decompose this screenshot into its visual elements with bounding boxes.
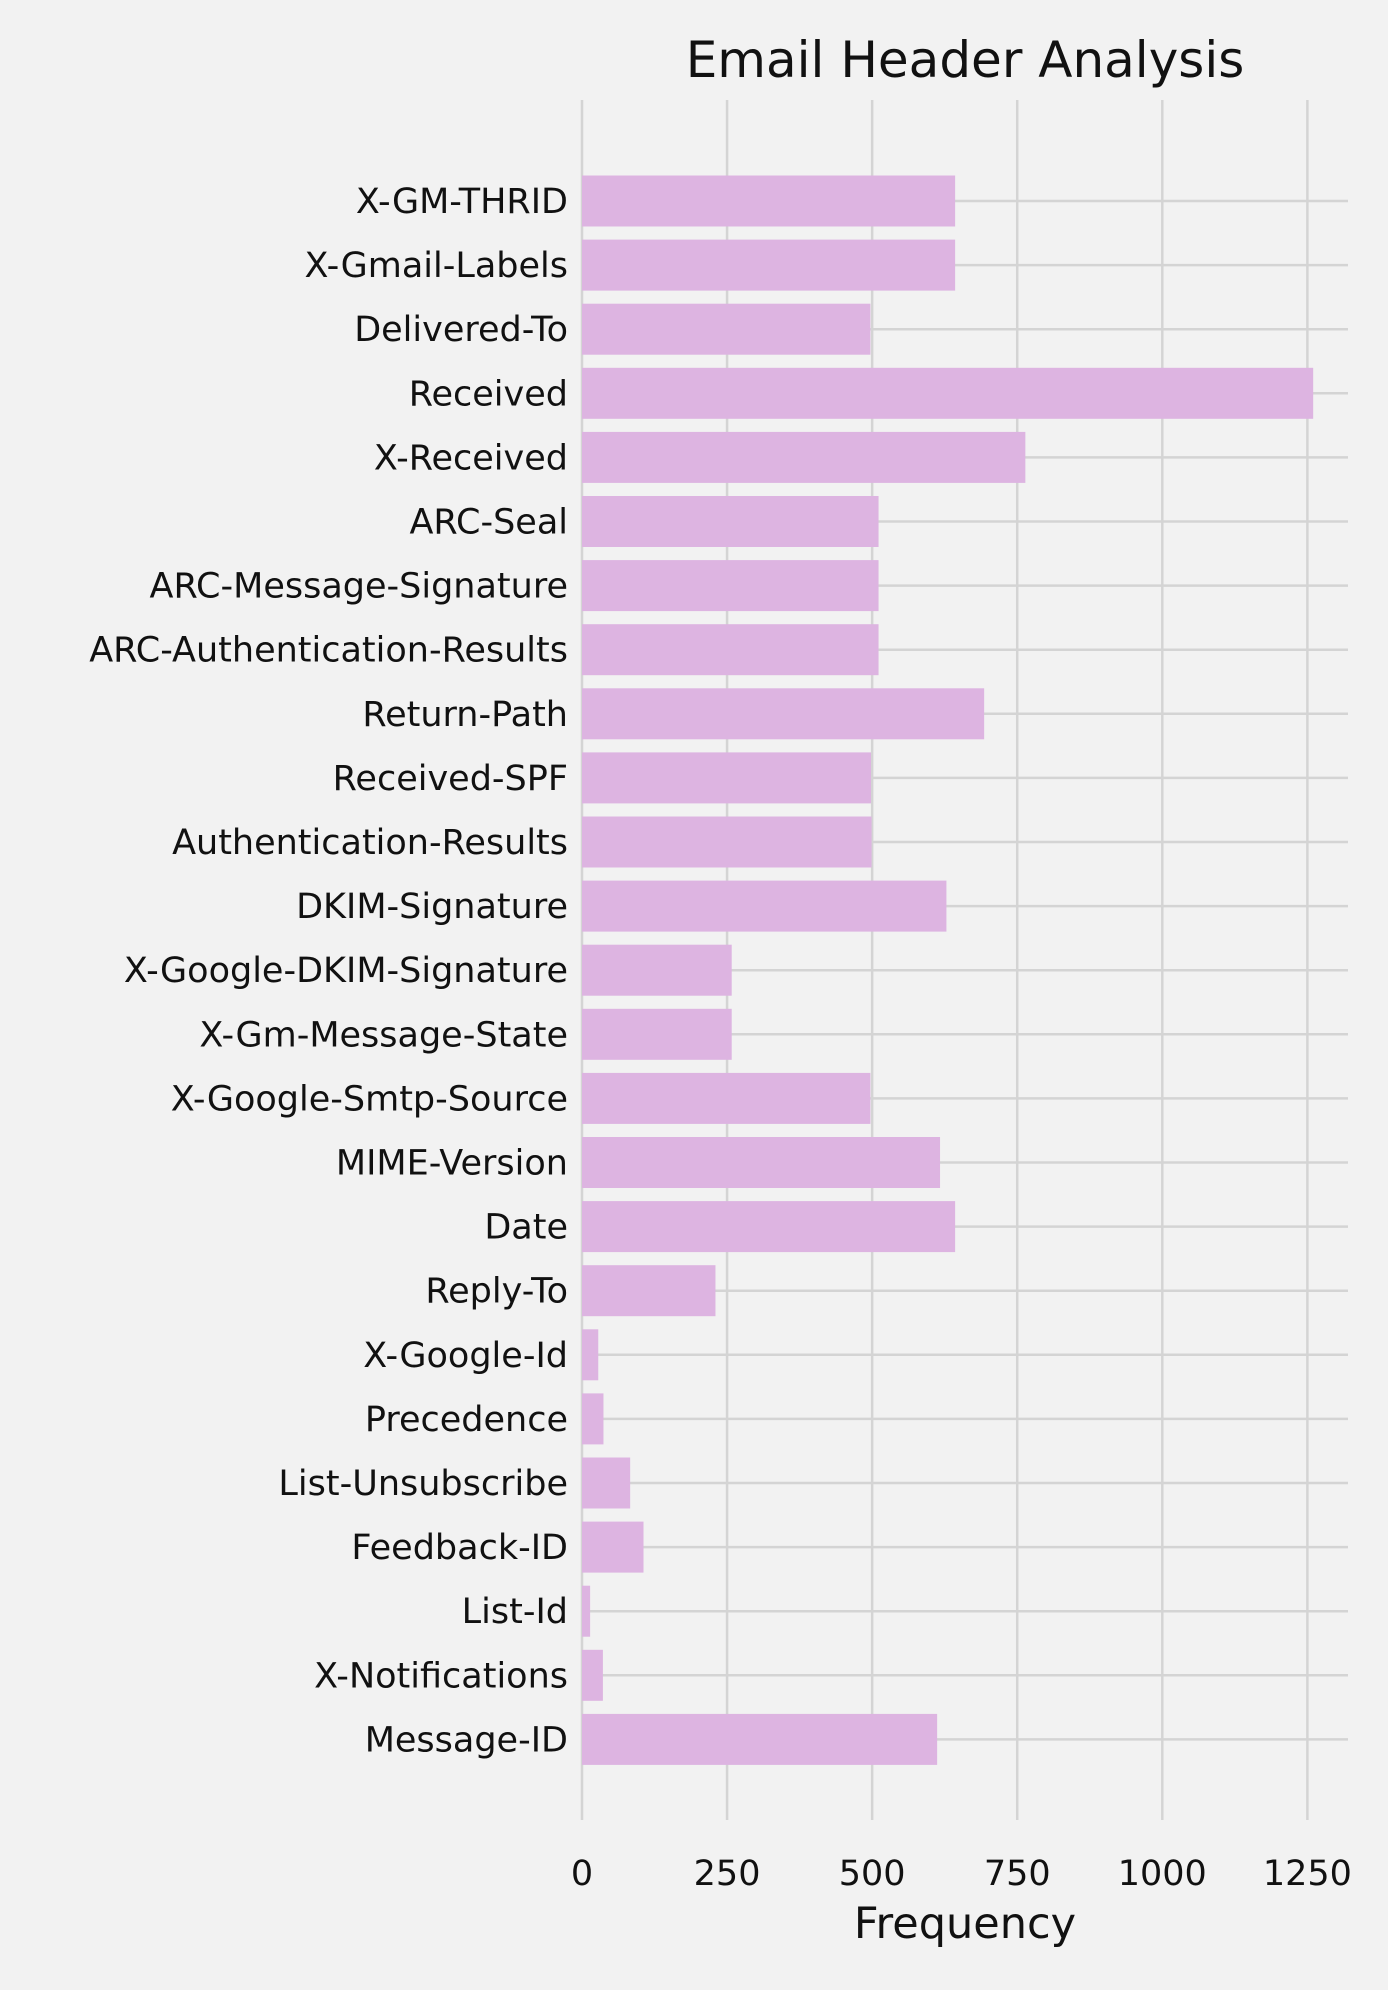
category-label: List-Id [462,1592,568,1632]
category-label: X-Google-Smtp-Source [171,1079,568,1119]
category-label: ARC-Seal [409,503,568,543]
x-tick-label: 250 [694,1854,761,1894]
bar-18 [582,1329,599,1381]
category-label: ARC-Authentication-Results [89,631,568,671]
x-tick-label: 500 [839,1854,906,1894]
bar-2 [582,303,871,355]
bar-13 [582,1008,732,1060]
category-label: DKIM-Signature [296,887,568,927]
category-label: X-Received [374,438,568,478]
bar-15 [582,1137,941,1188]
bar-4 [582,431,1026,483]
bar-19 [582,1393,604,1445]
category-label: X-GM-THRID [356,182,568,222]
category-label: Return-Path [362,695,568,735]
category-label: Date [484,1208,568,1248]
bar-9 [582,752,871,804]
bar-21 [582,1521,644,1573]
bars [582,175,1314,1765]
category-label: Authentication-Results [172,823,568,863]
bar-5 [582,496,879,547]
category-label: X-Gm-Message-State [199,1015,568,1055]
category-label: Received [409,374,568,414]
chart-title: Email Header Analysis [686,31,1245,89]
bar-22 [582,1585,591,1637]
bar-1 [582,239,956,291]
bar-14 [582,1072,871,1124]
bar-12 [582,944,732,996]
category-label: Precedence [365,1400,568,1440]
bar-20 [582,1457,631,1509]
bar-3 [582,367,1314,419]
category-label: Delivered-To [354,310,568,350]
bar-11 [582,880,947,932]
x-tick-label: 1000 [1118,1854,1207,1894]
category-label: Received-SPF [333,759,568,799]
category-label: X-Notifications [314,1656,568,1696]
bar-23 [582,1649,603,1701]
x-tick-labels: 0 250 500 750 1000 1250 [571,1854,1352,1894]
category-label: Reply-To [425,1272,568,1312]
x-axis-label: Frequency [854,1899,1076,1949]
category-label: Message-ID [365,1720,568,1760]
category-label: ARC-Message-Signature [150,567,568,607]
category-labels: X-GM-THRID X-Gmail-Labels Delivered-To Rece… [89,182,568,1760]
category-label: List-Unsubscribe [278,1464,568,1504]
bar-17 [582,1265,716,1317]
bar-10 [582,816,872,868]
category-label: X-Gmail-Labels [304,246,568,286]
x-tick-label: 1250 [1263,1854,1352,1894]
category-label: Feedback-ID [351,1528,568,1568]
x-tick-label: 750 [984,1854,1051,1894]
x-tick-label: 0 [571,1854,593,1894]
bar-8 [582,688,985,740]
category-label: X-Google-DKIM-Signature [124,951,568,991]
category-label: MIME-Version [336,1144,568,1184]
bar-16 [582,1201,956,1253]
category-label: X-Google-Id [363,1336,568,1376]
bar-24 [582,1713,938,1765]
bar-6 [582,560,879,612]
bar-7 [582,624,879,676]
bar-0 [582,175,956,227]
